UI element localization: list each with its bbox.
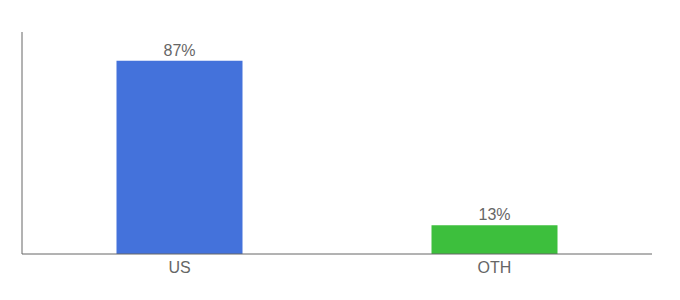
svg-text:13%: 13% [478,206,510,223]
svg-text:US: US [168,259,190,276]
svg-text:87%: 87% [163,42,195,59]
svg-text:OTH: OTH [478,259,512,276]
